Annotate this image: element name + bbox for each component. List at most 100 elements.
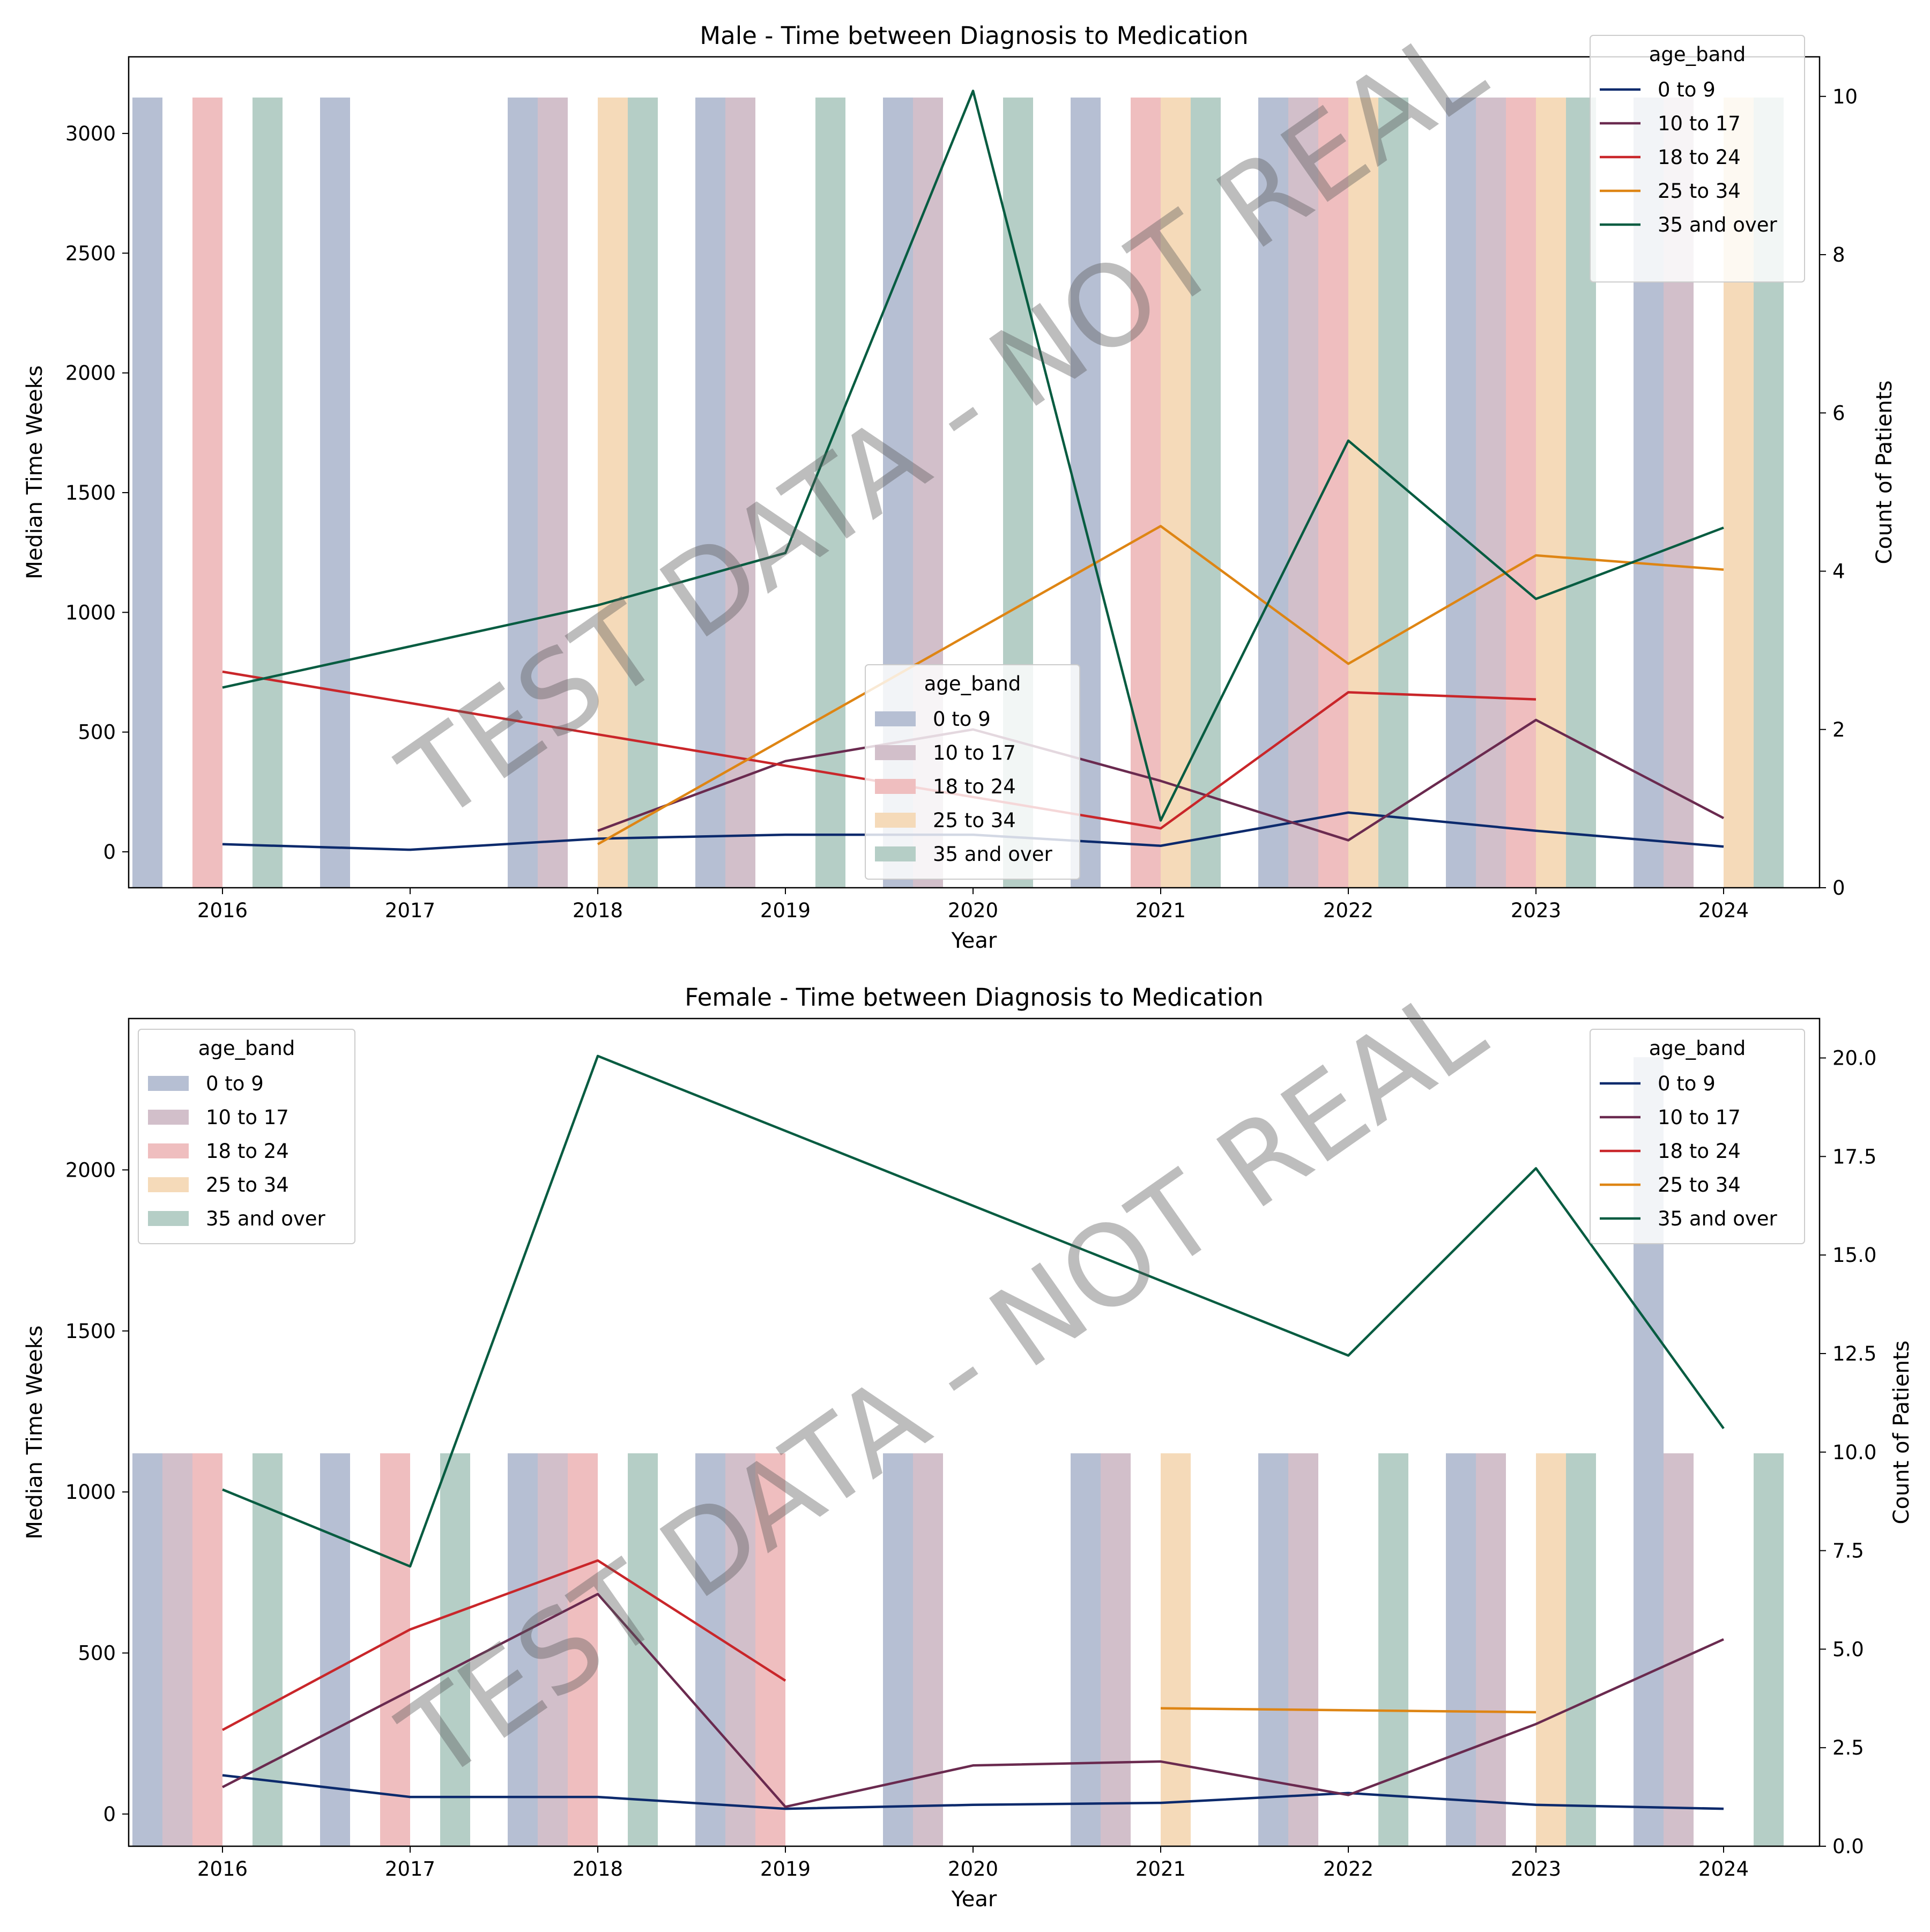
- x-tick-label: 2017: [385, 899, 435, 922]
- bar-0-to-9-2021: [1071, 1453, 1101, 1846]
- x-tick-label: 2019: [760, 1857, 811, 1881]
- bar-0-to-9-2018: [508, 1453, 538, 1846]
- y2-tick-label: 5.0: [1832, 1638, 1864, 1661]
- bar-10-to-17-2021: [1101, 1453, 1131, 1846]
- bar-35-and-over-2016: [253, 97, 283, 888]
- legend-label: 10 to 17: [206, 1106, 289, 1129]
- y2-tick-label: 0.0: [1832, 1835, 1864, 1858]
- bar-10-to-17-2023: [1476, 1453, 1506, 1846]
- x-tick-label: 2016: [197, 1857, 248, 1881]
- legend-label: 0 to 9: [1658, 1072, 1716, 1095]
- bar-10-to-17-2024: [1664, 1453, 1694, 1846]
- x-tick-label: 2020: [948, 899, 998, 922]
- bar-legend: age_band 0 to 9 10 to 17 18 to 24 25 to 34 35…: [138, 1029, 355, 1244]
- bar-35-and-over-2023: [1566, 1453, 1596, 1846]
- y2-tick-label: 8: [1832, 243, 1845, 266]
- bar-0-to-9-2023: [1446, 97, 1476, 888]
- bar-0-to-9-2016: [132, 97, 162, 888]
- plot-frame: [128, 1017, 1821, 1847]
- bar-0-to-9-2017: [320, 1453, 350, 1846]
- x-tick-label: 2018: [573, 899, 623, 922]
- x-tick-label: 2018: [573, 1857, 623, 1881]
- bar-18-to-24-2019: [755, 1453, 785, 1846]
- chart-title: Male - Time between Diagnosis to Medicat…: [700, 21, 1248, 50]
- y-axis-label: Median Time Weeks: [23, 365, 47, 579]
- y-tick-label: 500: [78, 1642, 116, 1665]
- y-tick-label: 2500: [65, 242, 116, 265]
- bar-18-to-24-2016: [192, 97, 222, 888]
- x-axis-label: Year: [951, 1887, 997, 1912]
- y-tick-label: 0: [103, 1803, 116, 1826]
- legend-box: [138, 1029, 355, 1244]
- bar-35-and-over-2018: [628, 97, 658, 888]
- x-tick-label: 2022: [1323, 899, 1374, 922]
- y-tick-label: 3000: [65, 122, 116, 145]
- y-tick-label: 1500: [65, 1320, 116, 1343]
- legend-label: 0 to 9: [1658, 78, 1716, 101]
- legend-title: age_band: [1649, 43, 1746, 66]
- legend-label: 25 to 34: [1658, 1173, 1741, 1197]
- bar-35-and-over-2018: [628, 1453, 658, 1846]
- legend-label: 10 to 17: [933, 741, 1016, 764]
- bar-25-to-34-2022: [1348, 97, 1378, 888]
- legend-label: 0 to 9: [206, 1072, 264, 1095]
- legend-swatch-35-and-over: [148, 1211, 189, 1226]
- legend-label: 35 and over: [206, 1207, 326, 1230]
- bar-18-to-24-2018: [568, 1453, 598, 1846]
- legend-label: 25 to 34: [1658, 180, 1741, 203]
- y2-tick-label: 17.5: [1832, 1145, 1876, 1168]
- y2-tick-label: 20.0: [1832, 1047, 1876, 1070]
- y2-axis-label: Count of Patients: [1889, 1341, 1914, 1525]
- x-tick-label: 2024: [1698, 1857, 1749, 1881]
- bar-0-to-9-2022: [1258, 97, 1288, 888]
- legend-label: 35 and over: [1658, 1207, 1778, 1230]
- bars-group: [132, 97, 1784, 888]
- y2-tick-label: 6: [1832, 402, 1845, 425]
- legend-box: [865, 664, 1080, 880]
- line-35-and-over: [222, 1054, 1725, 1568]
- legend-title: age_band: [924, 672, 1021, 695]
- line-10-to-17: [597, 718, 1725, 842]
- legend-label: 10 to 17: [1658, 1106, 1741, 1129]
- x-tick-label: 2024: [1698, 899, 1749, 922]
- y2-tick-label: 7.5: [1832, 1540, 1864, 1563]
- legend-label: 18 to 24: [1658, 146, 1741, 169]
- bar-25-to-34-2023: [1536, 97, 1566, 888]
- x-tick-label: 2017: [385, 1857, 435, 1881]
- bar-0-to-9-2019: [695, 97, 725, 888]
- x-tick-label: 2019: [760, 899, 811, 922]
- line-18-to-24: [221, 1559, 786, 1732]
- bar-0-to-9-2023: [1446, 1453, 1476, 1846]
- bar-0-to-9-2019: [695, 1453, 725, 1846]
- bar-10-to-17-2018: [538, 1453, 568, 1846]
- y-tick-label: 1500: [65, 481, 116, 504]
- bar-0-to-9-2016: [132, 1453, 162, 1846]
- bar-25-to-34-2021: [1161, 1453, 1191, 1846]
- legend-box: [1590, 1029, 1805, 1244]
- bar-10-to-17-2022: [1288, 1453, 1318, 1846]
- y-tick-label: 500: [78, 721, 116, 744]
- x-tick-label: 2020: [948, 1857, 998, 1881]
- y-axis-label: Median Time Weeks: [23, 1325, 47, 1539]
- chart-title: Female - Time between Diagnosis to Medic…: [685, 983, 1264, 1012]
- y2-tick-label: 15.0: [1832, 1244, 1876, 1267]
- y2-tick-label: 4: [1832, 560, 1845, 583]
- legend-swatch-0-to-9: [148, 1076, 189, 1091]
- y-tick-label: 2000: [65, 1158, 116, 1182]
- legend-title: age_band: [1649, 1037, 1746, 1060]
- bars-group: [132, 1057, 1784, 1846]
- y-tick-label: 2000: [65, 362, 116, 385]
- line-10-to-17: [221, 1593, 1724, 1808]
- y-tick-label: 1000: [65, 601, 116, 624]
- bar-18-to-24-2017: [380, 1453, 410, 1846]
- legend-label: 25 to 34: [933, 809, 1016, 832]
- legend-swatch-18-to-24: [148, 1143, 189, 1158]
- bar-18-to-24-2016: [192, 1453, 222, 1846]
- legend-title: age_band: [198, 1037, 295, 1060]
- y2-tick-label: 12.5: [1832, 1342, 1876, 1365]
- legend-swatch-0-to-9: [875, 711, 916, 726]
- legend-box: [1590, 35, 1805, 283]
- bar-25-to-34-2023: [1536, 1453, 1566, 1846]
- legend-swatch-10-to-17: [875, 745, 916, 760]
- bar-10-to-17-2019: [725, 1453, 755, 1846]
